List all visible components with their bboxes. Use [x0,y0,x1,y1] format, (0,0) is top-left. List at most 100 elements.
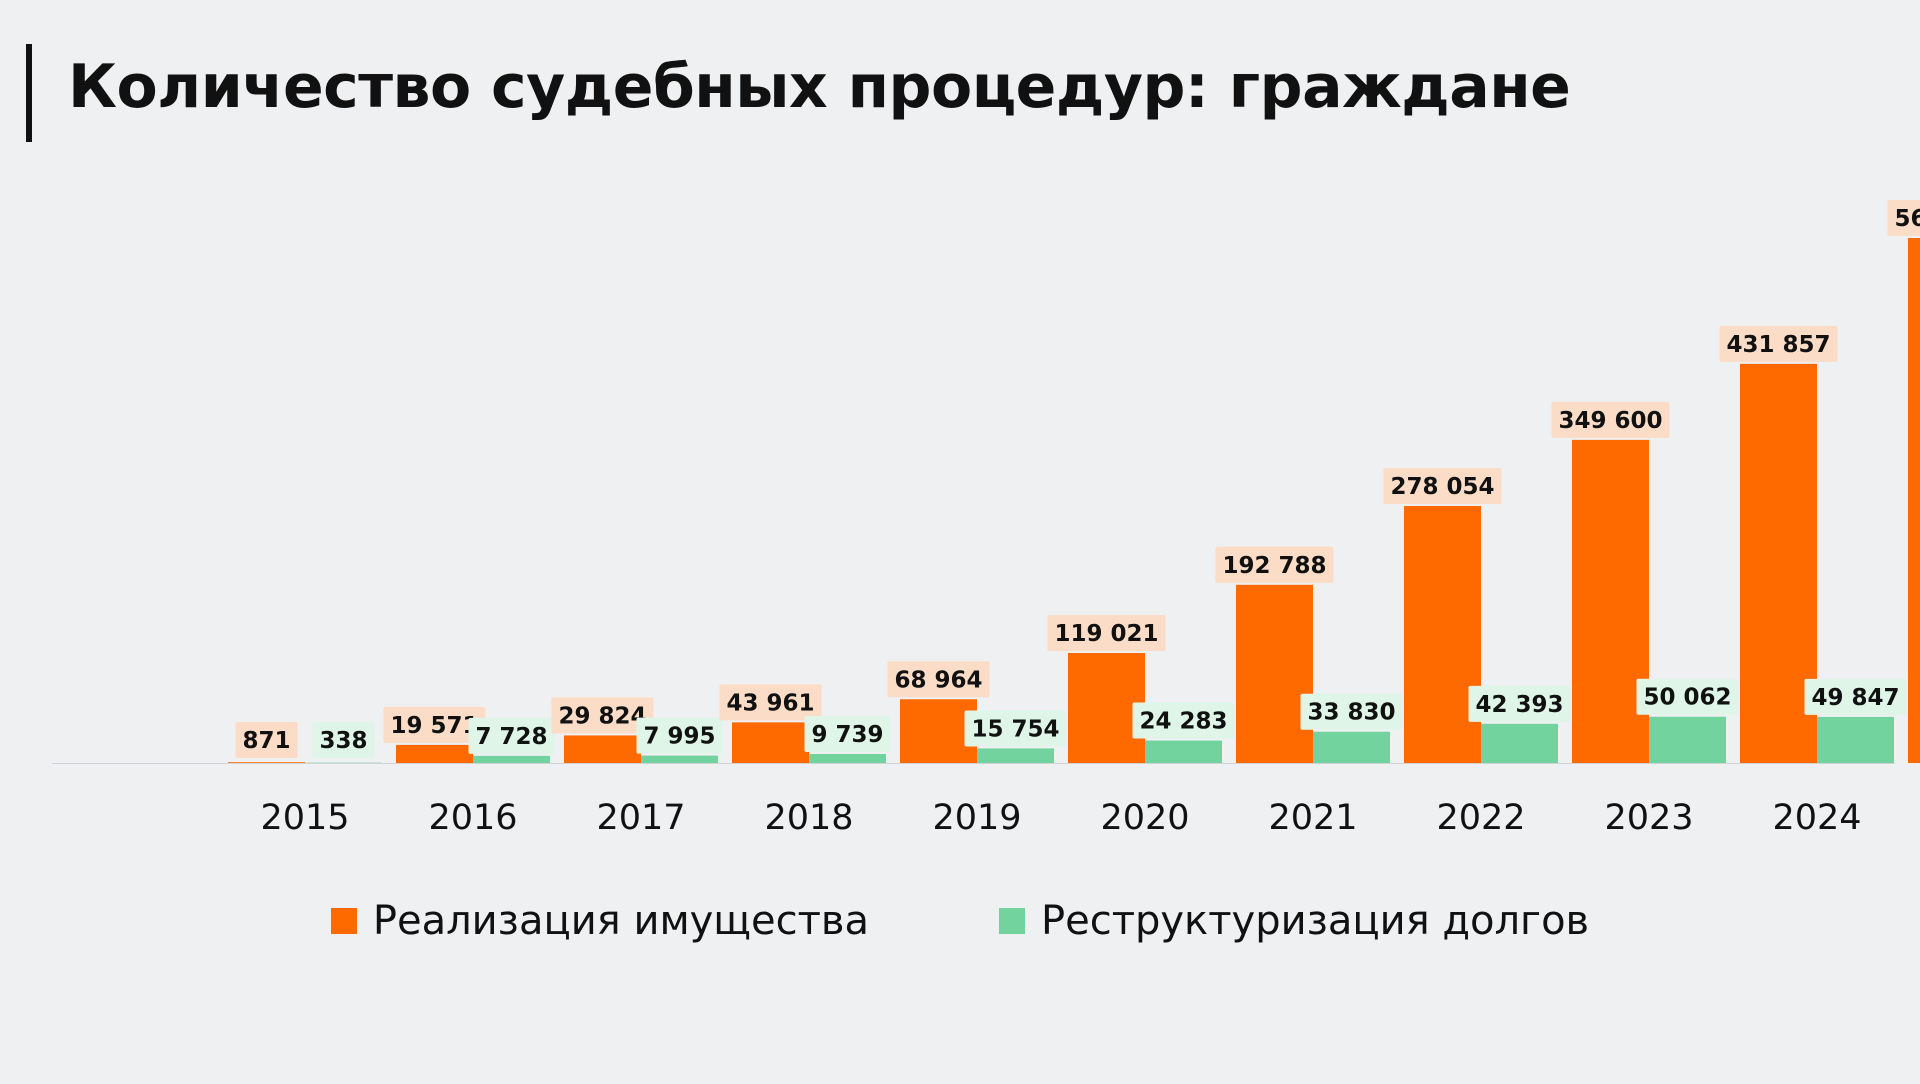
bar-series2-2022 [1481,723,1558,763]
legend-label-series-1: Реализация имущества [372,898,869,944]
bar-series2-2017 [641,755,718,763]
data-label-series1-2017-group: 29 824 [551,697,654,734]
page-title: Количество судебных процедур: граждане [68,52,1571,122]
x-tick-label-2019: 2019 [932,798,1021,838]
bar-series1-2025 [1908,238,1920,763]
bar-series1-2018 [732,722,809,763]
data-label-series2-2023: 50 062 [1643,685,1731,711]
data-label-series2-2018-group: 9 739 [804,715,891,752]
bar-series2-2024 [1817,716,1894,763]
data-label-series2-2023-bg [1636,678,1739,715]
data-label-series1-2022-bg [1383,467,1502,504]
data-label-series1-2018-group: 43 961 [719,684,822,721]
data-label-series2-2021: 33 830 [1307,700,1395,726]
data-label-series2-2024-bg [1804,678,1907,715]
data-label-series1-2024: 431 857 [1726,332,1830,358]
bar-series1-2021 [1236,584,1313,763]
bar-series1-2015 [228,762,305,763]
data-label-series2-2019: 15 754 [971,716,1059,742]
bar-series1-2017 [564,735,641,763]
legend-item-series-2: Реструктуризация долгов [998,898,1590,944]
data-label-series1-2015-bg [235,722,298,758]
bar-series2-2023 [1649,716,1726,763]
data-label-series1-2019-bg [887,661,990,698]
data-label-series2-2022-group: 42 393 [1468,685,1571,722]
bar-series2-2020 [1145,740,1222,763]
data-label-series2-2016: 7 728 [475,724,547,750]
data-label-series2-2021-group: 33 830 [1300,693,1403,730]
data-label-series1-2015-group: 871 [235,722,298,758]
x-tick-label-2018: 2018 [764,798,853,838]
bar-series1-2024 [1740,363,1817,763]
x-tick-label-2024: 2024 [1772,798,1861,838]
bar-series2-2021 [1313,731,1390,763]
x-tick-label-2015: 2015 [260,798,349,838]
legend-swatch-series-1 [330,908,357,934]
data-label-series2-2021-bg [1300,693,1403,730]
data-label-series1-2021: 192 788 [1222,553,1326,579]
bar-series2-2018 [809,753,886,763]
data-label-series1-2020: 119 021 [1054,621,1158,647]
data-label-series1-2025-bg [1887,200,1920,236]
data-label-series2-2018-bg [804,715,891,752]
bar-series1-2020 [1068,652,1145,763]
data-label-series1-2019: 68 964 [894,667,982,693]
data-label-series1-2017: 29 824 [558,703,646,729]
data-label-series2-2024-group: 49 847 [1804,678,1907,715]
data-label-series2-2019-bg [964,710,1067,747]
data-label-series1-2023-bg [1551,401,1670,438]
data-label-series1-2019-group: 68 964 [887,661,990,698]
data-label-series1-2023-group: 349 600 [1551,401,1670,438]
data-label-series2-2017-group: 7 995 [636,717,723,754]
x-tick-label-2017: 2017 [596,798,685,838]
data-label-series1-2024-group: 431 857 [1719,325,1838,362]
data-label-series1-2015: 871 [242,728,290,754]
x-tick-label-2020: 2020 [1100,798,1189,838]
data-label-series2-2020-group: 24 283 [1132,702,1235,739]
data-label-series2-2017: 7 995 [643,724,715,750]
data-label-series1-2020-bg [1047,614,1166,651]
data-label-series2-2016-group: 7 728 [468,717,555,754]
data-label-series2-2020-bg [1132,702,1235,739]
data-label-series2-2015-group: 338 [312,722,375,758]
data-label-series1-2025: 567 997 [1894,206,1920,232]
data-label-series2-2022: 42 393 [1475,692,1563,718]
data-label-series2-2023-group: 50 062 [1636,678,1739,715]
bar-series1-2016 [396,744,473,763]
data-label-series1-2020-group: 119 021 [1047,614,1166,651]
legend-swatch-series-2 [998,908,1025,934]
bar-series1-2019 [900,699,977,763]
data-label-series2-2015: 338 [319,728,367,754]
data-label-series2-2020: 24 283 [1139,709,1227,735]
data-label-series1-2024-bg [1719,325,1838,362]
x-tick-label-2021: 2021 [1268,798,1357,838]
bar-series1-2022 [1404,505,1481,763]
data-label-series2-2024: 49 847 [1811,685,1899,711]
legend-label-series-2: Реструктуризация долгов [1040,898,1590,944]
data-label-series2-2016-bg [468,717,555,754]
bar-series1-2023 [1572,439,1649,763]
data-label-series1-2018-bg [719,684,822,721]
data-label-series1-2022-group: 278 054 [1383,467,1502,504]
x-tick-label-2023: 2023 [1604,798,1693,838]
data-label-series2-2017-bg [636,717,723,754]
data-label-series1-2022: 278 054 [1390,474,1494,500]
title-accent-bar [26,44,32,142]
data-label-series1-2018: 43 961 [726,690,814,716]
bar-series2-2016 [473,755,550,763]
data-label-series1-2021-group: 192 788 [1215,546,1334,583]
chart-legend: Реализация имущества Реструктуризация до… [0,898,1920,944]
data-label-series1-2016-bg [383,706,486,743]
data-label-series2-2022-bg [1468,685,1571,722]
data-label-series2-2015-bg [312,722,375,758]
data-label-series2-2019-group: 15 754 [964,710,1067,747]
data-label-series2-2018: 9 739 [811,722,883,748]
x-tick-label-2022: 2022 [1436,798,1525,838]
data-label-series1-2016-group: 19 571 [383,706,486,743]
data-label-series1-2025-group: 567 997 [1887,200,1920,236]
x-tick-label-2016: 2016 [428,798,517,838]
data-label-series1-2016: 19 571 [390,713,478,739]
data-label-series1-2017-bg [551,697,654,734]
legend-item-series-1: Реализация имущества [330,898,869,944]
data-label-series1-2021-bg [1215,546,1334,583]
